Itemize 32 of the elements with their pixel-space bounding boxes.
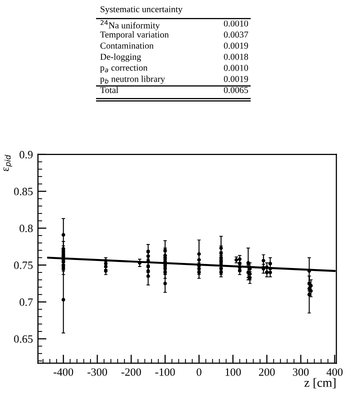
text: 0.0019: [224, 42, 248, 49]
x-axis-title: z [cm]: [304, 378, 336, 388]
text: 0.0018: [224, 54, 248, 60]
y-tick-label: 0.8: [20, 224, 33, 232]
x-tick-label: 100: [226, 368, 241, 376]
x-tick-label: -400: [54, 368, 74, 376]
x-tick-label: -200: [121, 368, 141, 376]
text: Total: [100, 86, 118, 94]
x-tick-label: 200: [259, 368, 275, 376]
x-tick-label: 0: [196, 368, 202, 376]
text: 0.0037: [224, 32, 248, 38]
text: Systematic uncertainty: [100, 6, 182, 14]
text: 0.0065: [224, 86, 248, 94]
text: $^{24}$Na uniformity: [100, 20, 160, 30]
y-tick-label: 0.7: [20, 298, 33, 306]
text: Contamination: [100, 42, 154, 49]
text: p$_{a}$ correction: [100, 64, 148, 73]
x-tick-label: -300: [88, 368, 108, 376]
text: 0.0010: [224, 20, 248, 27]
y-tick-label: 0.9: [20, 150, 33, 158]
y-tick-label: 0.75: [14, 262, 33, 270]
text: 0.0010: [224, 64, 248, 71]
y-tick-label: 0.85: [14, 188, 33, 196]
text: De-logging: [100, 53, 141, 62]
x-tick-label: -100: [155, 368, 175, 376]
text: p$_{b}$ neutron library: [100, 76, 166, 84]
y-axis-title: ε$_{pid}$: [3, 154, 12, 172]
y-tick-label: 0.65: [14, 335, 33, 343]
text: 0.0019: [224, 76, 248, 82]
x-tick-label: 300: [292, 368, 309, 376]
text: Temporal variation: [100, 31, 169, 40]
x-tick-label: 400: [326, 368, 343, 376]
